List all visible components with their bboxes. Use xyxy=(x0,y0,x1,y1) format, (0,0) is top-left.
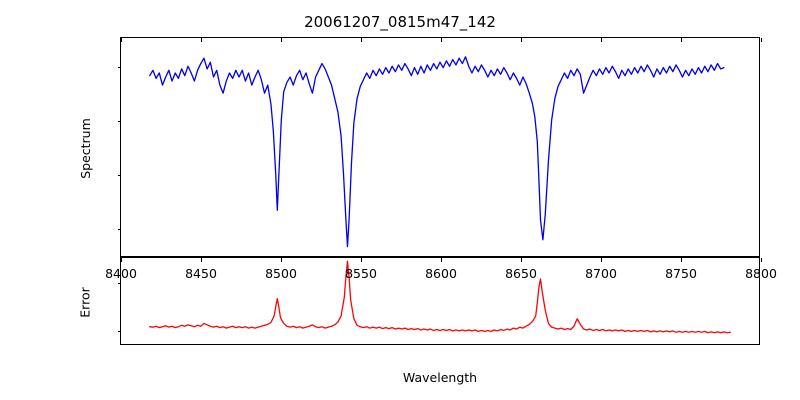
x-tick-mark xyxy=(521,38,522,42)
x-tick-label: 8550 xyxy=(345,266,377,281)
x-tick-label: 8450 xyxy=(185,266,217,281)
error-axis-label: Error xyxy=(77,286,93,318)
x-tick-label: 8800 xyxy=(745,266,777,281)
x-tick-label: 8650 xyxy=(505,266,537,281)
x-tick-mark xyxy=(681,38,682,42)
x-axis-label: Wavelength xyxy=(402,370,478,385)
spectrum-plot-area: 0.40.60.81.0 Spectrum xyxy=(77,37,762,257)
error-line-series xyxy=(121,258,759,344)
x-tick-mark xyxy=(281,258,282,262)
y-tick-mark xyxy=(117,66,121,68)
x-tick-label: 8400 xyxy=(105,266,137,281)
spectrum-line-series xyxy=(121,38,759,256)
y-tick-mark xyxy=(117,229,121,231)
x-tick-mark xyxy=(601,258,602,262)
y-tick-mark xyxy=(117,330,121,332)
x-tick-label: 8600 xyxy=(425,266,457,281)
x-tick-label: 8700 xyxy=(585,266,617,281)
y-tick-mark xyxy=(117,175,121,177)
x-tick-mark xyxy=(601,38,602,42)
spectrum-axis-label: Spectrum xyxy=(77,117,93,179)
x-tick-mark xyxy=(441,258,442,262)
x-tick-mark xyxy=(201,38,202,42)
x-tick-mark xyxy=(201,258,202,262)
x-tick-mark xyxy=(361,258,362,262)
x-tick-mark xyxy=(761,258,762,262)
x-tick-mark xyxy=(361,38,362,42)
y-tick-mark xyxy=(117,120,121,122)
x-tick-mark xyxy=(281,38,282,42)
x-tick-mark xyxy=(681,258,682,262)
x-tick-mark xyxy=(441,38,442,42)
x-tick-label: 8750 xyxy=(665,266,697,281)
x-tick-mark xyxy=(761,38,762,42)
x-tick-label: 8500 xyxy=(265,266,297,281)
x-tick-mark xyxy=(521,258,522,262)
error-plot-area: 0.020.0384008450850085508600865087008750… xyxy=(78,257,777,345)
y-tick-mark xyxy=(117,282,121,284)
x-tick-mark xyxy=(121,258,122,262)
x-tick-mark xyxy=(121,38,122,42)
figure-title: 20061207_0815m47_142 xyxy=(304,13,496,31)
